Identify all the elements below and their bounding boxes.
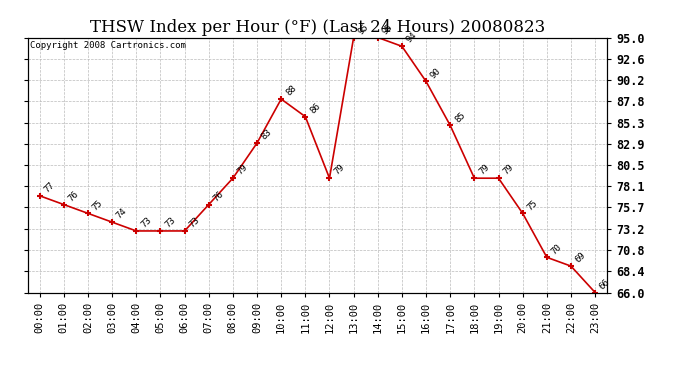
- Text: 77: 77: [43, 180, 57, 194]
- Text: 85: 85: [453, 110, 467, 124]
- Text: 95: 95: [357, 22, 371, 36]
- Text: 79: 79: [502, 163, 515, 177]
- Text: 73: 73: [164, 216, 177, 229]
- Title: THSW Index per Hour (°F) (Last 24 Hours) 20080823: THSW Index per Hour (°F) (Last 24 Hours)…: [90, 19, 545, 36]
- Text: 74: 74: [115, 207, 129, 221]
- Text: 73: 73: [188, 216, 201, 229]
- Text: 69: 69: [574, 251, 588, 265]
- Text: 88: 88: [284, 84, 298, 98]
- Text: 66: 66: [598, 277, 612, 291]
- Text: 94: 94: [405, 31, 419, 45]
- Text: 79: 79: [236, 163, 250, 177]
- Text: Copyright 2008 Cartronics.com: Copyright 2008 Cartronics.com: [30, 41, 186, 50]
- Text: 73: 73: [139, 216, 153, 229]
- Text: 90: 90: [429, 66, 443, 80]
- Text: 75: 75: [526, 198, 540, 212]
- Text: 76: 76: [67, 189, 81, 203]
- Text: 86: 86: [308, 101, 322, 115]
- Text: 76: 76: [212, 189, 226, 203]
- Text: 79: 79: [333, 163, 346, 177]
- Text: 79: 79: [477, 163, 491, 177]
- Text: 70: 70: [550, 242, 564, 256]
- Text: 83: 83: [260, 128, 274, 142]
- Text: 95: 95: [381, 22, 395, 36]
- Text: 75: 75: [91, 198, 105, 212]
